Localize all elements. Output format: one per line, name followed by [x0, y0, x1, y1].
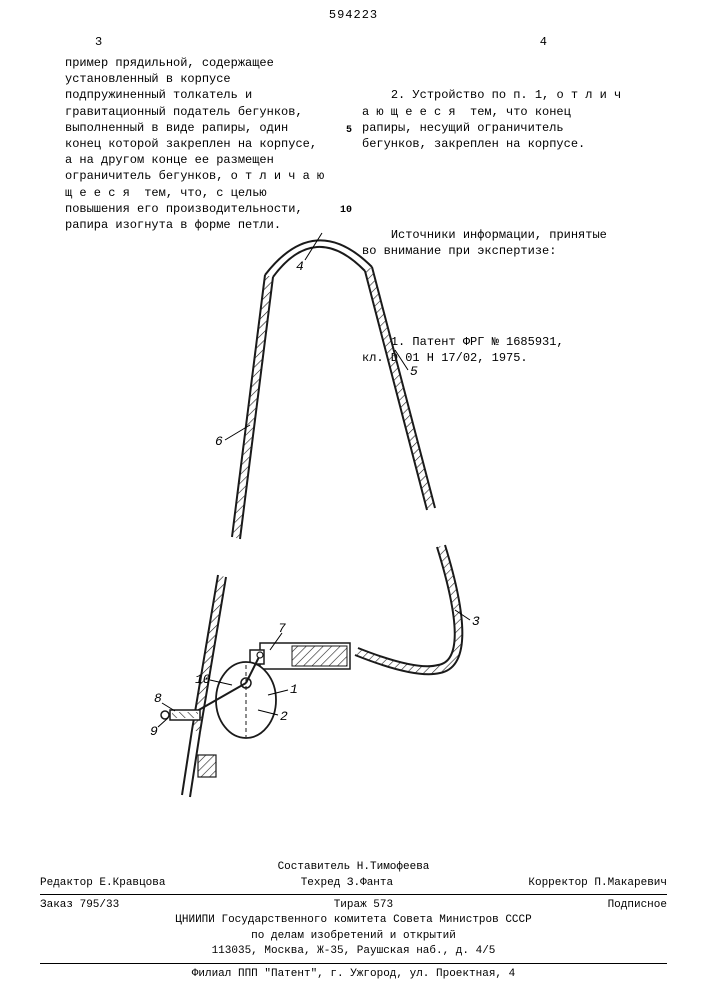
line-marker-10: 10: [340, 205, 352, 216]
footer-order: Заказ 795/33: [40, 898, 119, 913]
column-left-text: пример прядильной, содержащее установлен…: [65, 55, 330, 233]
ref-label-8: 8: [154, 691, 162, 706]
footer-org2: по делам изобретений и открытий: [40, 929, 667, 944]
footer-branch: Филиал ППП "Патент", г. Ужгород, ул. Про…: [40, 967, 667, 982]
ref-label-2: 2: [280, 709, 288, 724]
ref-label-10: 10: [195, 672, 211, 687]
page-number-right: 4: [540, 35, 547, 49]
document-number: 594223: [329, 8, 378, 22]
footer-techred: Техред З.Фанта: [301, 876, 393, 891]
footer-block: Составитель Н.Тимофеева Редактор Е.Кравц…: [40, 860, 667, 982]
ref-label-1: 1: [290, 682, 298, 697]
line-marker-5: 5: [346, 125, 352, 136]
footer-editor: Редактор Е.Кравцова: [40, 876, 165, 891]
ref-label-7: 7: [278, 621, 286, 636]
ref-label-3: 3: [472, 614, 480, 629]
footer-subscription: Подписное: [608, 898, 667, 913]
ref-label-9: 9: [150, 724, 158, 739]
footer-circulation: Тираж 573: [334, 898, 393, 913]
claim-2: 2. Устройство по п. 1, о т л и ч а ю щ е…: [362, 87, 627, 152]
ref-label-6: 6: [215, 434, 223, 449]
footer-compiler: Составитель Н.Тимофеева: [40, 860, 667, 875]
page-number-left: 3: [95, 35, 102, 49]
figure-diagram: 4 5 6 3 7 1 2 10 8 9: [150, 225, 550, 805]
footer-corrector: Корректор П.Макаревич: [528, 876, 667, 891]
ref-label-4: 4: [296, 259, 304, 274]
ref-label-5: 5: [410, 364, 418, 379]
footer-address: 113035, Москва, Ж-35, Раушская наб., д. …: [40, 944, 667, 959]
footer-org1: ЦНИИПИ Государственного комитета Совета …: [40, 913, 667, 928]
